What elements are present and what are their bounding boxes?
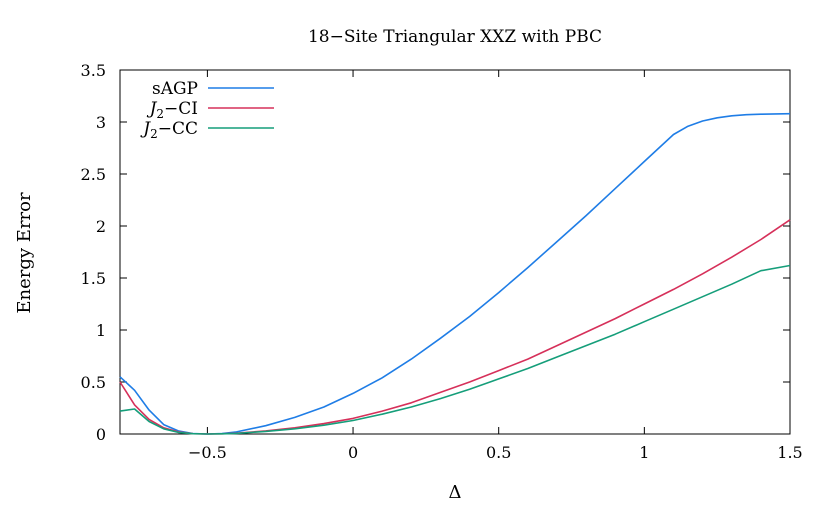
legend-label: J2−CI: [147, 99, 198, 121]
y-tick-label: 2: [96, 217, 106, 236]
series-line-1: [119, 112, 791, 435]
y-tick-label: 1: [96, 321, 106, 340]
x-tick-label: 0.5: [486, 443, 511, 462]
series-line-3: [119, 264, 791, 435]
legend-label: J2−CC: [140, 119, 198, 141]
x-tick-label: 1.5: [777, 443, 802, 462]
legend-label: sAGP: [152, 79, 198, 99]
y-tick-label: 3.5: [81, 61, 106, 80]
x-tick-label: −0.5: [188, 443, 227, 462]
x-tick-label: 1: [639, 443, 649, 462]
x-axis-label: Δ: [449, 482, 462, 503]
x-tick-label: 0: [348, 443, 358, 462]
y-tick-label: 2.5: [81, 165, 106, 184]
y-tick-label: 1.5: [81, 269, 106, 288]
y-tick-label: 0: [96, 425, 106, 444]
chart-title: 18−Site Triangular XXZ with PBC: [308, 27, 602, 47]
plot-area: −0.5 0 0.5 1 1.5 0 0.5 1 1.5 2 2.5 3 3.5: [81, 61, 803, 462]
y-tick-label: 0.5: [81, 373, 106, 392]
plot-frame: [119, 69, 791, 435]
y-tick-label: 3: [96, 113, 106, 132]
y-axis-label: Energy Error: [14, 192, 35, 314]
